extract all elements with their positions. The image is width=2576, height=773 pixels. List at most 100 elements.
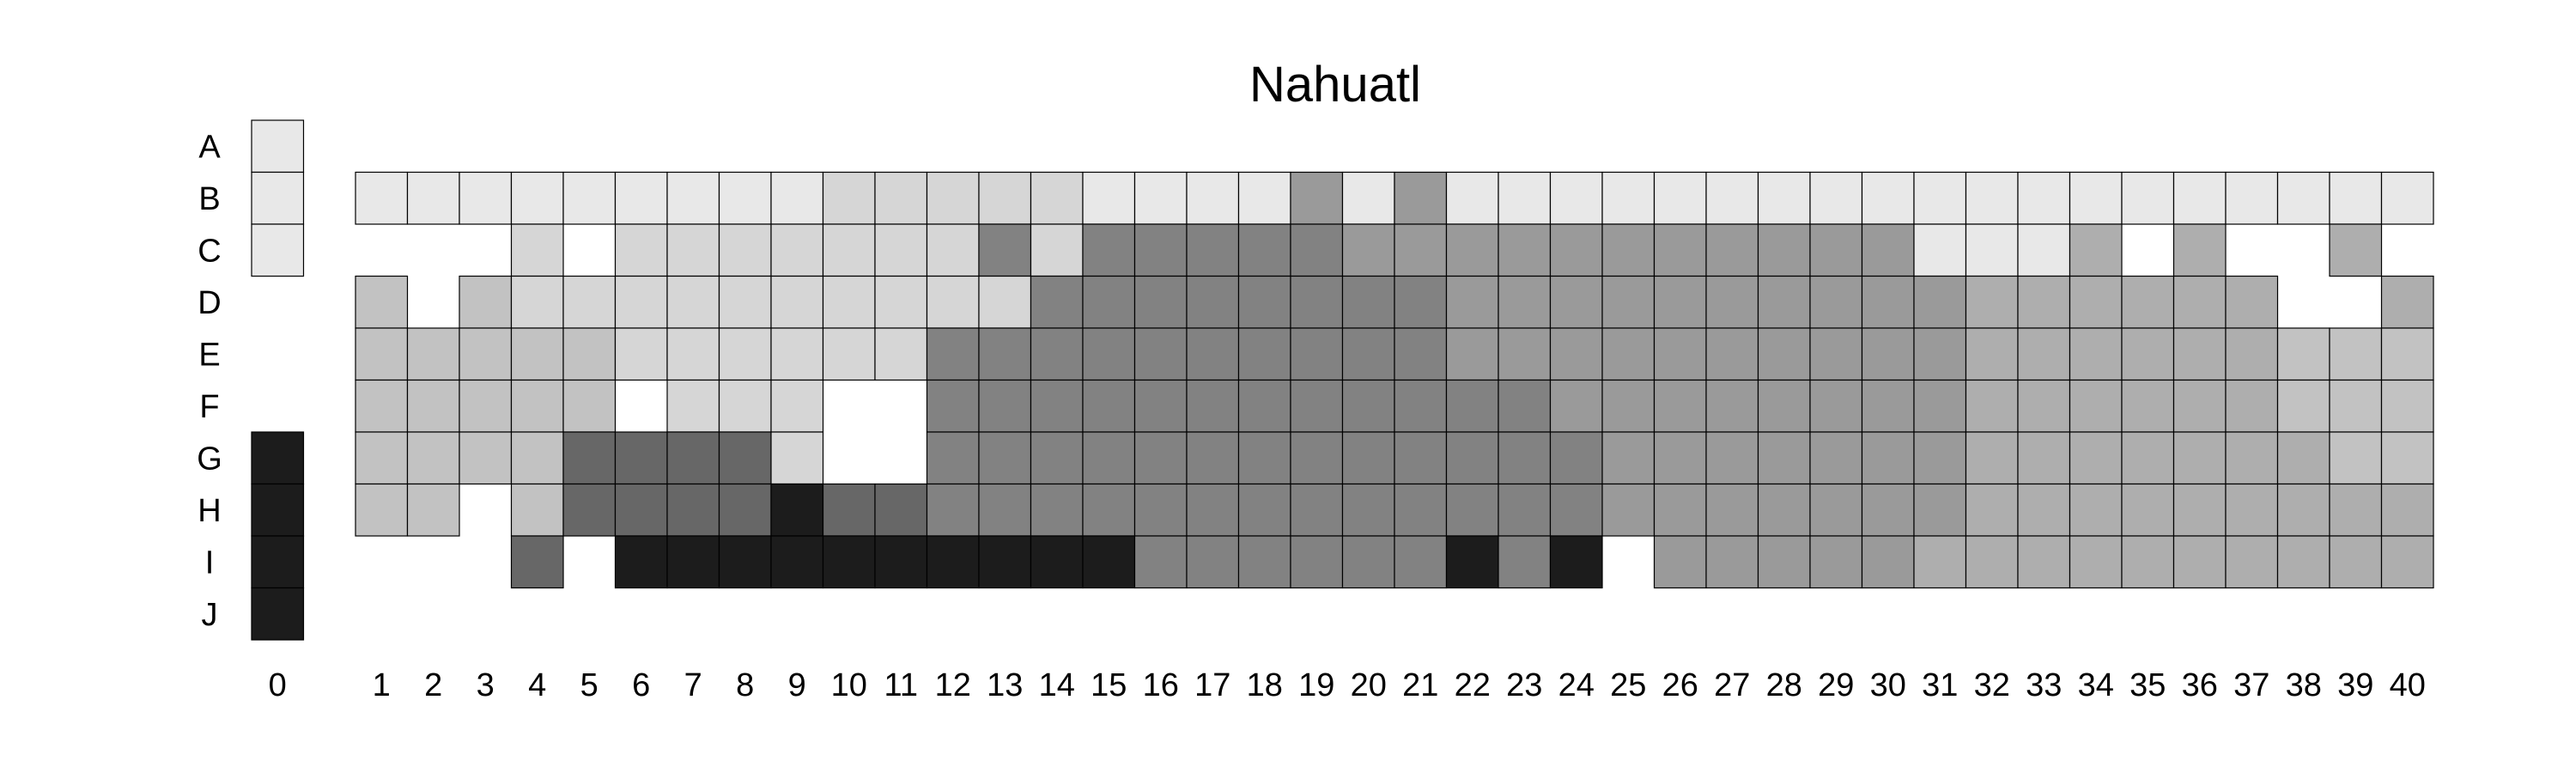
row-label-b: B bbox=[198, 181, 220, 217]
cell-b-4 bbox=[510, 171, 564, 225]
cell-d-19 bbox=[1290, 275, 1344, 329]
cell-h-32 bbox=[1965, 483, 2019, 537]
cell-e-30 bbox=[1861, 327, 1915, 381]
column-label-4: 4 bbox=[528, 667, 546, 703]
cell-f-1 bbox=[355, 379, 409, 433]
cell-d-13 bbox=[978, 275, 1032, 329]
column-label-26: 26 bbox=[1662, 667, 1698, 703]
cell-h-20 bbox=[1341, 483, 1395, 537]
cell-g-16 bbox=[1133, 431, 1188, 485]
cell-b-3 bbox=[459, 171, 513, 225]
cell-f-7 bbox=[666, 379, 720, 433]
cell-c-33 bbox=[2017, 223, 2071, 277]
row-label-f: F bbox=[199, 389, 219, 425]
cell-b-6 bbox=[614, 171, 668, 225]
cell-g-21 bbox=[1394, 431, 1448, 485]
column-label-15: 15 bbox=[1091, 667, 1127, 703]
cell-f-19 bbox=[1290, 379, 1344, 433]
cell-b-25 bbox=[1601, 171, 1656, 225]
cell-c-15 bbox=[1082, 223, 1136, 277]
cell-d-22 bbox=[1445, 275, 1499, 329]
cell-f-24 bbox=[1549, 379, 1603, 433]
cell-d-24 bbox=[1549, 275, 1603, 329]
cell-h-1 bbox=[355, 483, 409, 537]
column-label-16: 16 bbox=[1143, 667, 1179, 703]
cell-e-23 bbox=[1498, 327, 1552, 381]
column-label-1: 1 bbox=[373, 667, 391, 703]
cell-i-9 bbox=[770, 535, 824, 589]
cell-e-36 bbox=[2172, 327, 2227, 381]
cell-d-35 bbox=[2121, 275, 2175, 329]
cell-b-19 bbox=[1290, 171, 1344, 225]
column-label-27: 27 bbox=[1714, 667, 1750, 703]
cell-b-15 bbox=[1082, 171, 1136, 225]
cell-h-9 bbox=[770, 483, 824, 537]
cell-d-27 bbox=[1705, 275, 1759, 329]
cell-e-38 bbox=[2276, 327, 2330, 381]
cell-e-16 bbox=[1133, 327, 1188, 381]
column-labels: 0 1 2 3 4 5 6 7 8 9 10 11 12 13 14 15 16 17 18 19 20 21 22 23 24… bbox=[269, 667, 2426, 703]
cell-b-29 bbox=[1809, 171, 1863, 225]
cell-c-34 bbox=[2069, 223, 2123, 277]
cell-i-18 bbox=[1237, 535, 1291, 589]
cell-h-33 bbox=[2017, 483, 2071, 537]
cell-e-24 bbox=[1549, 327, 1603, 381]
cell-i-37 bbox=[2225, 535, 2279, 589]
cell-h-14 bbox=[1030, 483, 1084, 537]
cell-c-28 bbox=[1757, 223, 1811, 277]
cell-d-28 bbox=[1757, 275, 1811, 329]
cell-b-16 bbox=[1133, 171, 1188, 225]
cell-i-31 bbox=[1913, 535, 1967, 589]
column-label-28: 28 bbox=[1766, 667, 1802, 703]
cell-d-14 bbox=[1030, 275, 1084, 329]
cell-i-4 bbox=[510, 535, 564, 589]
cell-h-7 bbox=[666, 483, 720, 537]
cell-d-20 bbox=[1341, 275, 1395, 329]
cell-g-14 bbox=[1030, 431, 1084, 485]
cell-c-32 bbox=[1965, 223, 2019, 277]
cell-i-14 bbox=[1030, 535, 1084, 589]
cell-i-19 bbox=[1290, 535, 1344, 589]
cell-i-39 bbox=[2329, 535, 2383, 589]
cell-i-0 bbox=[251, 535, 305, 589]
cell-e-8 bbox=[718, 327, 772, 381]
cell-i-36 bbox=[2172, 535, 2227, 589]
cell-e-7 bbox=[666, 327, 720, 381]
cell-b-8 bbox=[718, 171, 772, 225]
cell-c-19 bbox=[1290, 223, 1344, 277]
cell-b-38 bbox=[2276, 171, 2330, 225]
cell-g-27 bbox=[1705, 431, 1759, 485]
cell-b-32 bbox=[1965, 171, 2019, 225]
cell-h-5 bbox=[562, 483, 617, 537]
cell-i-10 bbox=[822, 535, 876, 589]
cell-b-24 bbox=[1549, 171, 1603, 225]
cell-b-39 bbox=[2329, 171, 2383, 225]
cell-b-37 bbox=[2225, 171, 2279, 225]
cell-f-26 bbox=[1653, 379, 1707, 433]
cell-e-27 bbox=[1705, 327, 1759, 381]
column-label-23: 23 bbox=[1506, 667, 1542, 703]
cell-f-27 bbox=[1705, 379, 1759, 433]
cell-b-30 bbox=[1861, 171, 1915, 225]
cell-f-36 bbox=[2172, 379, 2227, 433]
cell-c-4 bbox=[510, 223, 564, 277]
cell-b-20 bbox=[1341, 171, 1395, 225]
cell-f-15 bbox=[1082, 379, 1136, 433]
row-label-c: C bbox=[197, 233, 221, 269]
cell-h-26 bbox=[1653, 483, 1707, 537]
cell-c-18 bbox=[1237, 223, 1291, 277]
cell-f-2 bbox=[406, 379, 460, 433]
cell-h-12 bbox=[926, 483, 980, 537]
cell-f-39 bbox=[2329, 379, 2383, 433]
cell-g-8 bbox=[718, 431, 772, 485]
cell-c-36 bbox=[2172, 223, 2227, 277]
cell-i-15 bbox=[1082, 535, 1136, 589]
cell-d-18 bbox=[1237, 275, 1291, 329]
cell-e-31 bbox=[1913, 327, 1967, 381]
cell-i-8 bbox=[718, 535, 772, 589]
cell-c-8 bbox=[718, 223, 772, 277]
cell-h-24 bbox=[1549, 483, 1603, 537]
cell-g-1 bbox=[355, 431, 409, 485]
column-label-13: 13 bbox=[987, 667, 1023, 703]
